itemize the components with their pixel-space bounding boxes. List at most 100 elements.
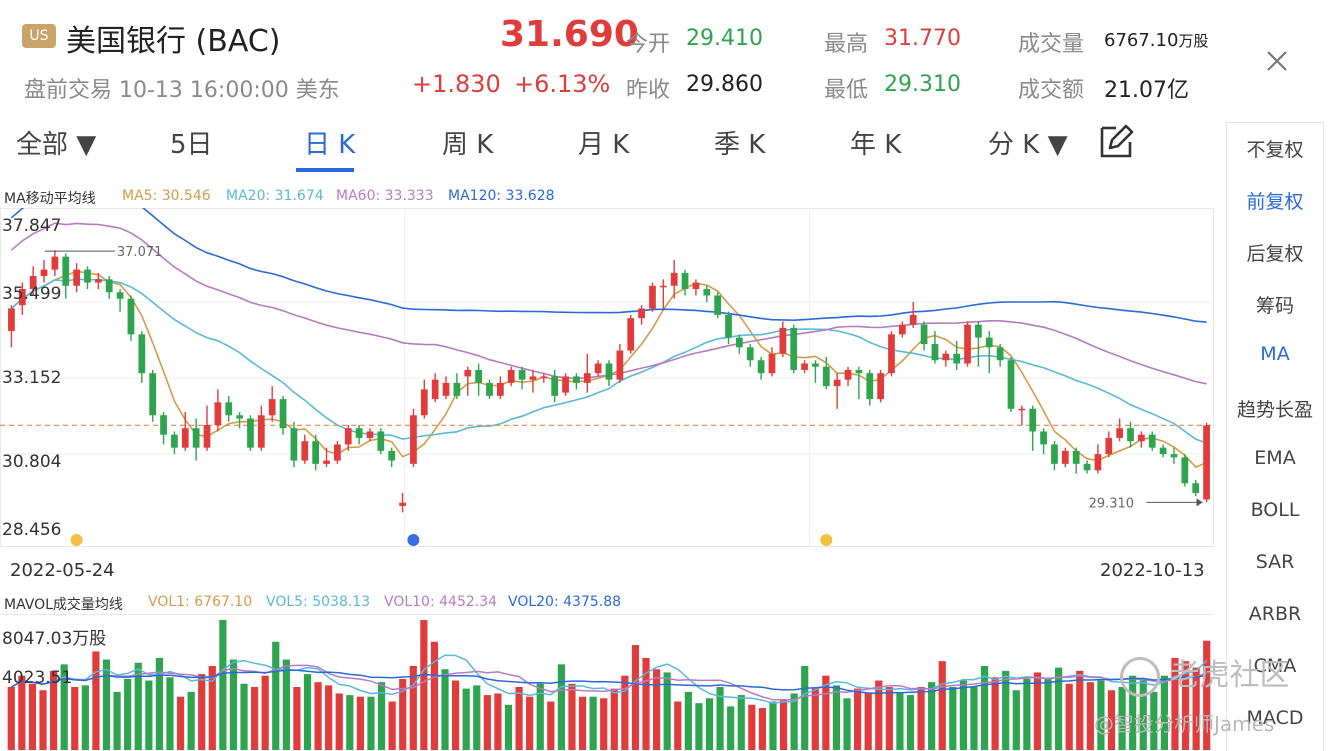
draw-tool-icon[interactable] [1096,120,1138,162]
candle-body [605,363,613,380]
tab-weekly-k[interactable]: 周 K [442,130,494,160]
option-ma[interactable]: MA [1260,343,1290,365]
volume-bar [335,693,343,750]
candle-body [355,428,363,438]
candle-body [29,276,37,290]
volume-bar [811,688,819,750]
candle-body [366,431,374,438]
candle-body [73,269,80,286]
tab-daily-k[interactable]: 日 K [304,130,356,160]
candle-body [942,353,950,361]
market-status: 盘前交易 10-13 16:00:00 美东 [24,78,340,103]
quote-high-label: 最高 [824,32,869,57]
volume-bar [420,620,428,750]
candle-body [312,441,320,464]
close-icon[interactable] [1262,46,1292,76]
candle-body [659,285,667,288]
volume-bar [494,693,502,750]
quote-volume-value: 6767.10万股 [1104,30,1209,51]
option-macd[interactable]: MACD [1246,707,1304,729]
candle-body [420,389,428,416]
volume-bar [705,698,714,750]
quote-prevclose-label: 昨收 [626,78,671,103]
volume-bar [663,672,671,750]
candle-body [1203,425,1210,500]
quote-turnover-value: 21.07亿 [1104,78,1189,103]
tab-yearly-k[interactable]: 年 K [850,130,902,160]
volume-mid-label: 4023.51 [2,668,73,688]
quote-high-value: 31.770 [884,26,961,51]
volume-chart[interactable] [0,614,1214,750]
option-boll[interactable]: BOLL [1250,499,1300,521]
candle-body [442,382,450,396]
tab-all[interactable]: 全部 ▼ [16,130,97,160]
y-tick-label: 28.456 [2,520,62,540]
volume-bar [748,704,756,750]
volume-bar [938,661,946,750]
volume-bar [124,678,132,750]
volume-bar [60,664,68,750]
candle-body [1040,431,1047,445]
volume-bar [864,693,872,750]
candle-body [1007,360,1015,409]
volume-bar [779,699,788,750]
volume-bar [198,674,206,750]
ma20-line [10,278,1207,444]
price-change: +1.830 [412,70,501,98]
volume-bar [737,695,745,750]
volume-bar [758,707,766,750]
y-tick-label: 33.152 [2,368,62,388]
volume-bar [568,683,576,750]
volume-bar [674,701,682,750]
quote-turnover-label: 成交额 [1018,78,1085,103]
volume-bar [113,691,121,750]
volume-bar [1012,690,1020,750]
volume-bar [536,683,544,750]
volume-bar [822,675,830,750]
volume-bar [155,657,163,750]
option-trend[interactable]: 趋势长盈 [1236,399,1313,421]
option-arbr[interactable]: ARBR [1248,603,1302,625]
tab-quarterly-k[interactable]: 季 K [714,130,766,160]
volume-bar [621,675,629,750]
volume-bar [1107,690,1116,750]
option-ema[interactable]: EMA [1254,447,1296,469]
volume-bar [896,693,904,750]
option-no-adjust[interactable]: 不复权 [1246,139,1304,161]
candle-body [431,379,439,400]
volume-bar [504,704,513,750]
volume-bar [50,670,58,750]
volume-bar [462,688,470,750]
candlestick-chart[interactable]: 37.071 29.310 [0,208,1214,548]
volume-bar [71,686,79,750]
candle-body [1061,450,1069,464]
candle-body [1105,437,1113,455]
option-chips[interactable]: 筹码 [1255,295,1294,317]
tab-monthly-k[interactable]: 月 K [578,130,630,160]
candle-body [279,399,287,429]
tab-minute-k[interactable]: 分 K ▼ [988,130,1068,160]
vol-legend-title: MAVOL成交量均线 [4,597,123,613]
option-backward-adjust[interactable]: 后复权 [1246,243,1304,265]
volume-bar [610,688,618,750]
candle-body [105,279,113,293]
option-forward-adjust[interactable]: 前复权 [1246,191,1304,213]
candle-body [844,369,852,380]
candle-body [323,460,330,464]
volume-bar [684,691,692,750]
volume-bar [1118,686,1126,750]
y-tick-label: 30.804 [2,452,62,472]
volume-bar [949,686,957,750]
candle-body [594,363,602,374]
candle-body [964,324,971,364]
active-tab-indicator [296,168,354,172]
candle-body [877,373,884,400]
candle-body [725,314,732,338]
volume-bar [18,675,26,750]
candle-body [1051,444,1058,464]
option-cma[interactable]: CMA [1253,655,1297,677]
volume-bar [917,686,925,750]
volume-bar [832,685,841,750]
option-sar[interactable]: SAR [1255,551,1295,573]
tab-5day[interactable]: 5日 [170,130,213,160]
